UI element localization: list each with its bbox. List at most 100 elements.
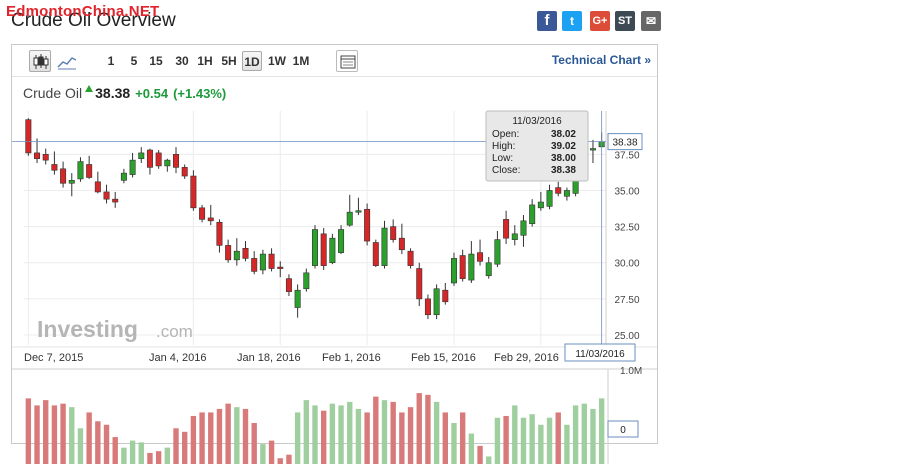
volume-bar xyxy=(433,401,440,464)
candle[interactable] xyxy=(555,181,562,197)
volume-bar xyxy=(520,417,527,464)
period-button-5[interactable]: 5 xyxy=(130,54,138,68)
candle[interactable] xyxy=(477,239,484,266)
volume-bar xyxy=(69,407,75,464)
candle[interactable] xyxy=(60,161,67,188)
candle[interactable] xyxy=(190,170,197,211)
candle[interactable] xyxy=(242,241,249,262)
candle[interactable] xyxy=(86,155,93,179)
tooltip-date: 11/03/2016 xyxy=(512,116,562,127)
candle[interactable] xyxy=(303,268,310,292)
candle[interactable] xyxy=(251,251,258,275)
candle[interactable] xyxy=(546,184,553,210)
last-price: 38.38 xyxy=(95,85,131,101)
candle[interactable] xyxy=(112,191,119,208)
google-plus-share-icon[interactable]: G+ xyxy=(590,11,610,31)
candle[interactable] xyxy=(68,173,75,197)
table-view-icon[interactable] xyxy=(336,50,358,72)
candle[interactable] xyxy=(155,150,162,169)
period-button-1h[interactable]: 1H xyxy=(197,54,213,68)
email-share-icon[interactable]: ✉ xyxy=(641,11,661,31)
x-tick-label: Jan 4, 2016 xyxy=(149,352,207,364)
candle[interactable] xyxy=(51,151,58,175)
candle[interactable] xyxy=(164,158,171,172)
area-chart-icon[interactable] xyxy=(55,50,77,72)
candle[interactable] xyxy=(372,239,379,268)
candle[interactable] xyxy=(94,171,101,194)
candle[interactable] xyxy=(103,184,110,204)
candle[interactable] xyxy=(312,225,318,269)
candle[interactable] xyxy=(529,199,536,227)
candle[interactable] xyxy=(181,164,188,179)
candle-body xyxy=(520,220,527,236)
period-button-15[interactable]: 15 xyxy=(149,54,163,68)
candle[interactable] xyxy=(225,239,232,263)
candle[interactable] xyxy=(216,219,223,253)
facebook-share-icon[interactable]: f xyxy=(537,11,557,31)
candle[interactable] xyxy=(494,230,501,268)
x-tick-label: Jan 18, 2016 xyxy=(237,352,301,364)
period-button-30[interactable]: 30 xyxy=(175,54,189,68)
candle[interactable] xyxy=(563,187,570,201)
period-button-1w[interactable]: 1W xyxy=(268,54,286,68)
candle[interactable] xyxy=(77,157,84,182)
candle[interactable] xyxy=(207,204,214,226)
stocktwits-share-icon[interactable]: ST xyxy=(615,11,635,31)
candle[interactable] xyxy=(34,138,41,164)
candle[interactable] xyxy=(329,233,336,265)
candle[interactable] xyxy=(42,148,49,165)
price-change: +0.54 xyxy=(135,86,169,101)
candle[interactable] xyxy=(364,203,371,246)
candle[interactable] xyxy=(390,219,397,243)
candle[interactable] xyxy=(424,294,431,320)
candlestick-chart[interactable]: Investing .com 37.50 35.00 32.50 30.00 27.50… xyxy=(12,107,657,464)
volume-bar xyxy=(60,403,66,464)
candlestick-chart-icon[interactable] xyxy=(29,50,51,72)
candle[interactable] xyxy=(355,197,362,216)
candle[interactable] xyxy=(338,225,345,255)
candle[interactable] xyxy=(537,191,544,211)
candle[interactable] xyxy=(511,225,518,246)
candle[interactable] xyxy=(173,147,180,174)
volume-bar xyxy=(190,415,197,464)
technical-chart-link[interactable]: Technical Chart » xyxy=(551,53,651,67)
candle[interactable] xyxy=(25,118,32,156)
candle[interactable] xyxy=(259,249,266,275)
candle[interactable] xyxy=(485,256,492,279)
candle[interactable] xyxy=(120,168,127,184)
candle[interactable] xyxy=(398,223,405,255)
candle[interactable] xyxy=(433,284,440,320)
candle[interactable] xyxy=(450,252,457,286)
candle-body xyxy=(338,229,345,253)
candle[interactable] xyxy=(503,210,510,244)
candle[interactable] xyxy=(129,152,136,178)
candle[interactable] xyxy=(589,139,596,164)
candle[interactable] xyxy=(320,228,327,270)
candle[interactable] xyxy=(416,262,423,307)
candle[interactable] xyxy=(285,274,292,296)
candle[interactable] xyxy=(407,248,414,269)
candle[interactable] xyxy=(294,284,301,318)
candle[interactable] xyxy=(277,261,284,278)
period-button-1d[interactable]: 1D xyxy=(242,51,262,71)
period-button-1m[interactable]: 1M xyxy=(292,54,310,68)
candle[interactable] xyxy=(138,147,145,164)
candle[interactable] xyxy=(199,204,206,223)
volume-bar xyxy=(477,445,483,464)
candle[interactable] xyxy=(233,238,240,266)
candle[interactable] xyxy=(442,282,449,305)
candle[interactable] xyxy=(146,148,153,175)
candle[interactable] xyxy=(459,249,466,282)
candle[interactable] xyxy=(468,241,475,283)
candle[interactable] xyxy=(520,215,527,247)
candle[interactable] xyxy=(268,248,275,272)
period-button-1[interactable]: 1 xyxy=(107,54,115,68)
period-button-5h[interactable]: 5H xyxy=(221,54,237,68)
candle[interactable] xyxy=(346,194,353,227)
volume-bar xyxy=(416,393,422,464)
volume-bar xyxy=(399,412,405,464)
candle[interactable] xyxy=(381,220,388,269)
volume-bar xyxy=(103,424,110,464)
twitter-share-icon[interactable]: t xyxy=(562,11,582,31)
volume-bar xyxy=(320,410,327,464)
